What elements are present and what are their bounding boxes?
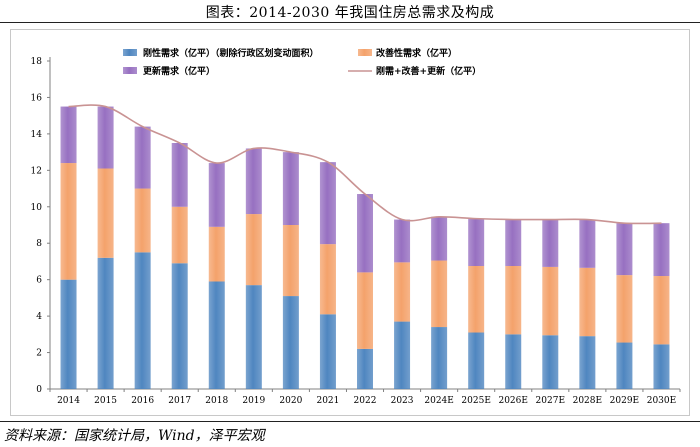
legend-label-improve: 改善性需求（亿平） <box>376 47 457 59</box>
legend-label-renew: 更新需求（亿平） <box>143 65 215 77</box>
bar-renew <box>468 218 485 266</box>
bar-improve <box>208 226 225 282</box>
bar-renew <box>282 152 299 225</box>
legend-swatch-rigid <box>123 49 137 56</box>
legend-swatch-renew <box>123 67 137 74</box>
bar-renew <box>579 219 596 268</box>
bar-improve <box>653 276 670 345</box>
legend-swatch-improve <box>358 49 372 56</box>
source-rule <box>0 421 700 422</box>
bar-renew <box>245 148 262 215</box>
chart-axes: 0 2 4 6 8 10 12 14 16 18 2014 2015 2016 2017 2018 2019 2… <box>31 57 681 406</box>
y-tick-label: 4 <box>36 312 42 322</box>
bar-renew <box>171 143 188 207</box>
bar-rigid <box>394 321 411 389</box>
bar-rigid <box>97 257 114 389</box>
bar-rigid <box>468 332 485 389</box>
bar-renew <box>357 194 373 273</box>
bar-renew <box>431 216 448 261</box>
bar-rigid <box>579 336 596 389</box>
bar-rigid <box>542 335 559 389</box>
bar-renew <box>653 223 670 277</box>
bar-improve <box>616 275 633 343</box>
x-tick-label: 2021 <box>316 396 339 406</box>
legend-label-rigid: 刚性需求（亿平）（剔除行政区划变动面积） <box>143 47 319 59</box>
chart-frame <box>10 29 690 416</box>
bar-rigid <box>505 334 522 389</box>
bar-rigid <box>60 279 77 389</box>
bar-improve <box>394 262 411 322</box>
bar-renew <box>60 106 77 164</box>
bar-renew <box>319 162 336 245</box>
chart-legend: 刚性需求（亿平）（剔除行政区划变动面积） 改善性需求（亿平） 更新需求（亿平） … <box>123 47 481 77</box>
bar-renew <box>97 106 114 169</box>
bar-improve <box>468 266 485 333</box>
x-tick-label: 2016 <box>131 396 154 406</box>
x-tick-label: 2020 <box>279 396 302 406</box>
x-tick-label: 2022 <box>354 396 377 406</box>
bar-rigid <box>616 342 633 389</box>
bar-renew <box>616 223 633 276</box>
bar-rigid <box>357 348 373 389</box>
x-tick-label: 2027E <box>536 396 565 406</box>
x-tick-label: 2017 <box>168 396 191 406</box>
bar-improve <box>97 168 114 258</box>
bar-rigid <box>171 263 188 389</box>
y-tick-label: 16 <box>31 93 43 103</box>
bar-improve <box>357 272 373 349</box>
bar-improve <box>60 163 77 280</box>
bar-renew <box>134 126 151 189</box>
legend-label-total: 刚需+改善+更新（亿平） <box>376 65 481 77</box>
x-tick-label: 2018 <box>205 396 228 406</box>
y-tick-label: 14 <box>31 130 43 140</box>
bar-improve <box>579 267 596 337</box>
bar-improve <box>282 225 299 297</box>
bar-improve <box>505 266 522 335</box>
bar-rigid <box>431 327 448 389</box>
bar-improve <box>542 266 559 336</box>
x-tick-label: 2019 <box>242 396 265 406</box>
x-tick-label: 2029E <box>610 396 639 406</box>
bar-rigid <box>245 285 262 389</box>
y-tick-label: 2 <box>36 349 42 359</box>
y-tick-label: 18 <box>31 57 43 67</box>
bar-renew <box>208 163 225 227</box>
x-tick-label: 2014 <box>57 396 80 406</box>
bar-renew <box>542 219 559 267</box>
bar-improve <box>319 244 336 315</box>
bar-rigid <box>653 344 670 389</box>
bar-rigid <box>282 296 299 389</box>
bar-rigid <box>208 281 225 389</box>
source-note: 资料来源：国家统计局，Wind，泽平宏观 <box>4 428 265 444</box>
x-tick-label: 2028E <box>573 396 602 406</box>
bar-rigid <box>319 314 336 389</box>
x-tick-label: 2025E <box>461 396 490 406</box>
y-tick-label: 0 <box>36 385 42 395</box>
y-tick-label: 12 <box>31 166 42 176</box>
total-demand-line <box>68 104 662 225</box>
y-tick-label: 10 <box>31 203 43 213</box>
x-tick-label: 2015 <box>94 396 117 406</box>
chart-bars <box>60 106 670 389</box>
x-tick-label: 2024E <box>424 396 453 406</box>
x-tick-label: 2030E <box>647 396 676 406</box>
x-tick-label: 2023 <box>391 396 414 406</box>
bar-improve <box>171 206 188 264</box>
bar-renew <box>505 219 522 266</box>
chart-line <box>68 104 662 225</box>
bar-improve <box>245 214 262 286</box>
title-rule <box>0 22 700 23</box>
y-tick-label: 8 <box>36 239 42 249</box>
y-tick-label: 6 <box>36 276 42 286</box>
x-tick-label: 2026E <box>498 396 527 406</box>
chart-title: 图表：2014-2030 年我国住房总需求及构成 <box>205 5 495 21</box>
bar-rigid <box>134 252 151 389</box>
bar-renew <box>394 219 411 263</box>
bar-improve <box>431 260 448 328</box>
bar-improve <box>134 188 151 253</box>
